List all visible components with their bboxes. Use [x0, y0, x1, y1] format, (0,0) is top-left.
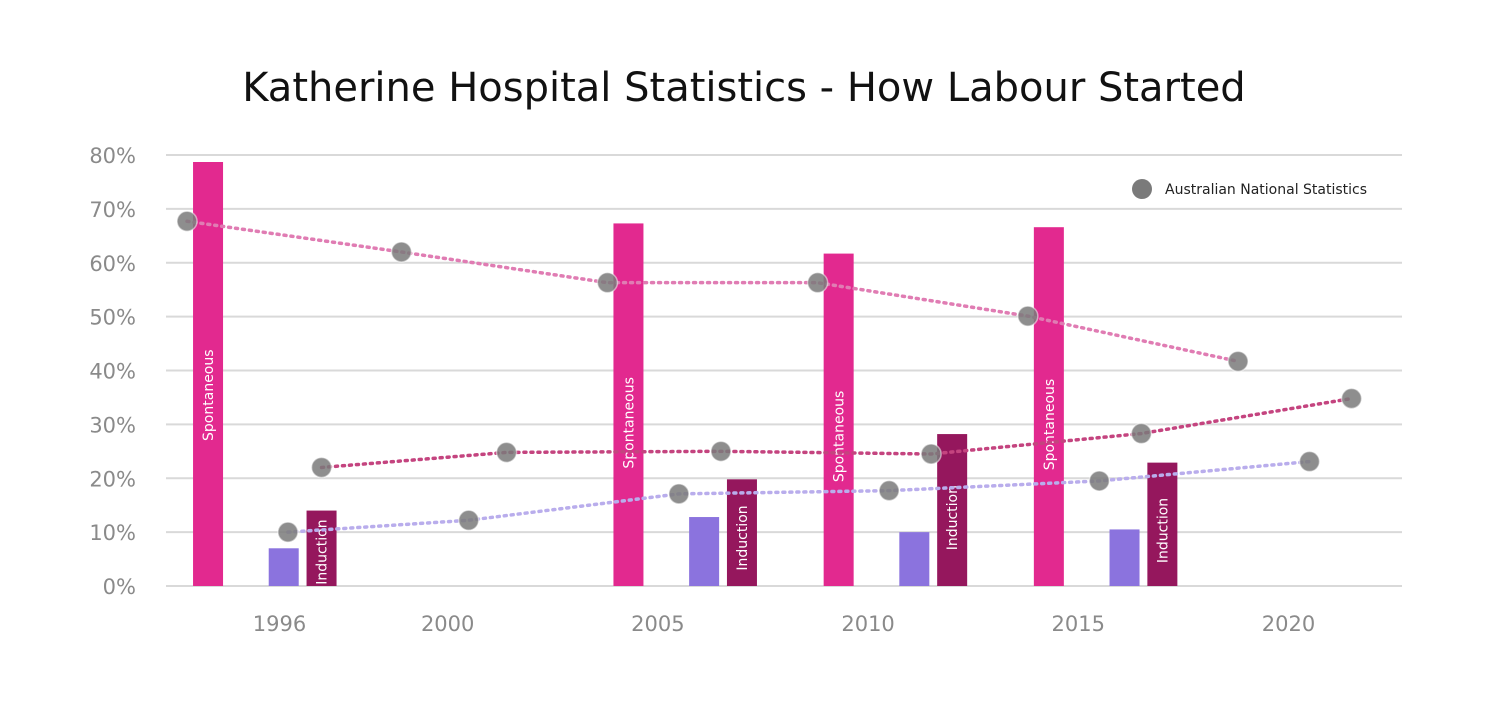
bar-induction: [726, 479, 757, 586]
y-tick-label: 0%: [103, 575, 136, 599]
national-marker: [920, 443, 942, 465]
national-marker: [1017, 305, 1039, 327]
trend-line: [319, 396, 1354, 470]
x-tick-label: 1996: [253, 612, 306, 636]
national-marker: [176, 210, 198, 233]
national-marker: [878, 479, 900, 502]
national-marker: [310, 456, 333, 479]
bar-label-induction: Induction: [1155, 498, 1171, 563]
national-marker: [457, 509, 480, 532]
y-axis-ticks: 0% 10% 20% 30% 40% 50% 60% 70% 80%: [89, 144, 136, 599]
y-tick-label: 30%: [89, 413, 136, 437]
legend-label: Australian National Statistics: [1165, 182, 1367, 198]
bar-caesarean: [1109, 529, 1140, 586]
national-marker: [710, 440, 732, 463]
bar-label-induction: Induction: [945, 485, 961, 550]
national-marker: [1088, 470, 1111, 492]
national-marker: [1130, 422, 1153, 445]
legend: Australian National Statistics: [1132, 179, 1367, 199]
national-marker: [596, 271, 619, 294]
x-tick-label: 2000: [421, 612, 474, 636]
y-tick-label: 80%: [89, 144, 136, 168]
national-marker: [668, 483, 690, 505]
x-axis-ticks: 1996 2000 2005 2010 2015 2020: [253, 612, 1315, 636]
bars: Spontaneous Spontaneous Spontaneous Spontan…: [193, 162, 1178, 586]
trend-line: [286, 459, 1312, 534]
bar-induction: [1147, 462, 1178, 586]
bar-caesarean: [689, 517, 720, 586]
national-marker: [277, 521, 299, 543]
chart-title: Katherine Hospital Statistics - How Labo…: [242, 65, 1245, 111]
national-marker: [806, 271, 829, 294]
bar-spontaneous: [1033, 227, 1064, 586]
y-tick-label: 70%: [89, 198, 136, 222]
markers: [176, 210, 1363, 543]
trend-lines: [185, 219, 1354, 534]
national-marker: [390, 241, 413, 263]
bar-induction: [306, 510, 337, 586]
y-tick-label: 10%: [89, 521, 136, 545]
gridlines: [166, 154, 1402, 587]
national-marker: [1340, 387, 1363, 410]
y-tick-label: 60%: [89, 252, 136, 276]
national-marker: [495, 441, 518, 464]
x-tick-label: 2010: [841, 612, 894, 636]
bar-label-induction: Induction: [315, 519, 331, 584]
y-tick-label: 50%: [89, 306, 136, 330]
legend-marker: [1132, 179, 1152, 199]
bar-induction: [937, 434, 968, 586]
bar-spontaneous: [193, 162, 224, 586]
bar-label-spontaneous: Spontaneous: [832, 391, 848, 483]
trend-line: [185, 219, 1240, 364]
x-tick-label: 2015: [1052, 612, 1105, 636]
national-marker: [1298, 450, 1321, 473]
x-tick-label: 2005: [631, 612, 684, 636]
bar-caesarean: [268, 548, 299, 586]
bar-label-spontaneous: Spontaneous: [201, 349, 217, 441]
bar-label-induction: Induction: [735, 505, 751, 570]
bar-spontaneous: [823, 253, 854, 586]
bar-label-spontaneous: Spontaneous: [1042, 379, 1058, 471]
national-marker: [1227, 350, 1249, 373]
x-tick-label: 2020: [1262, 612, 1315, 636]
bar-caesarean: [899, 532, 930, 586]
y-tick-label: 40%: [89, 360, 136, 384]
bar-label-spontaneous: Spontaneous: [621, 377, 637, 469]
y-tick-label: 20%: [89, 467, 136, 491]
